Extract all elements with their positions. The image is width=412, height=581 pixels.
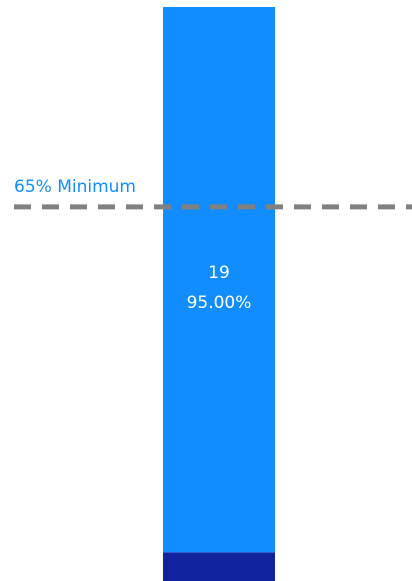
bar-segment-main (163, 7, 275, 553)
reference-line-label: 65% Minimum (14, 177, 136, 197)
bar-segment-base (163, 552, 275, 581)
bar-data-label-percent: 95.00% (187, 293, 252, 313)
bar-data-label-count: 19 (208, 263, 230, 283)
